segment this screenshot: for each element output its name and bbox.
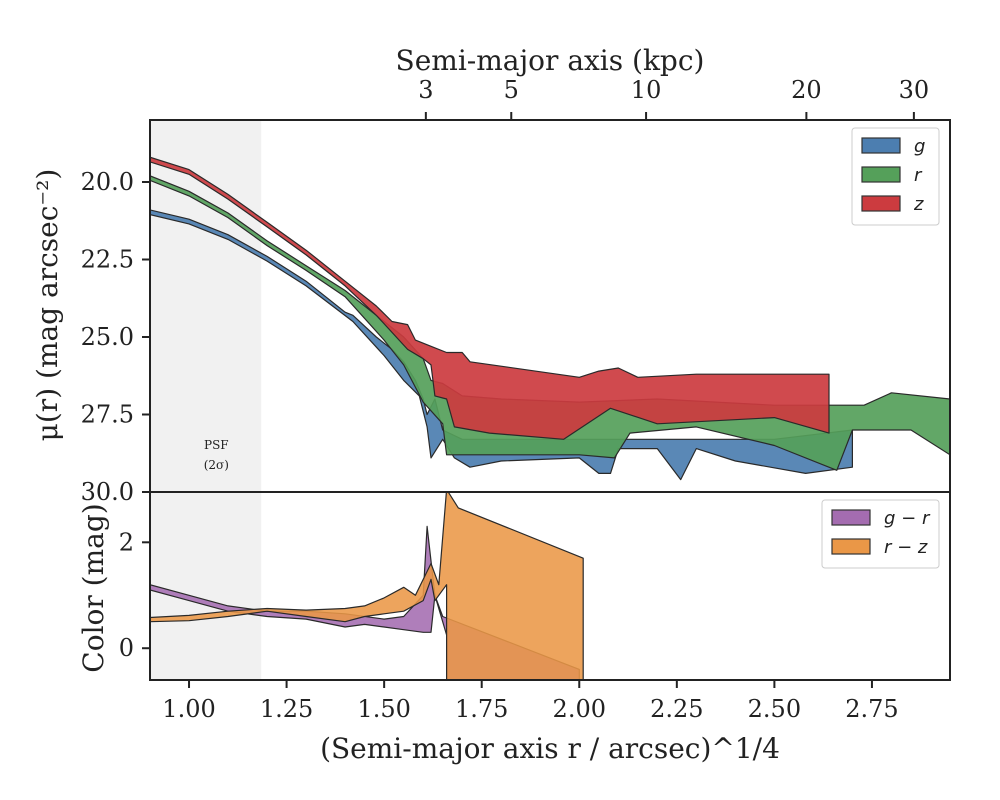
x-tick-label: 1.25	[260, 695, 313, 723]
top-axis-label: Semi-major axis (kpc)	[396, 44, 705, 77]
legend-swatch	[831, 509, 871, 526]
legend-label: g − r	[884, 508, 931, 529]
axis-ticks: 20.0 22.5 25.0 27.5 30.0 0 2 1.00 1.25 1.50 1.75 2.…	[81, 76, 930, 723]
x-tick-label: 1.75	[455, 695, 508, 723]
y-tick-label-top: 30.0	[81, 478, 134, 506]
top-tick-label: 5	[504, 76, 519, 104]
psf-sublabel: (2σ)	[204, 458, 229, 472]
y-tick-label-top: 25.0	[81, 323, 134, 351]
legend-label: r	[914, 165, 923, 186]
bottom-panel-frame	[149, 491, 951, 681]
psf-band-top	[150, 120, 262, 492]
y-tick-label-bottom: 0	[119, 634, 134, 662]
top-tick-label: 30	[899, 76, 930, 104]
top-tick-label: 3	[418, 76, 433, 104]
legend-label: z	[913, 194, 924, 215]
y-tick-label-top: 20.0	[81, 168, 134, 196]
y-tick-label-top: 22.5	[81, 246, 134, 274]
legend-swatch	[861, 137, 901, 154]
x-tick-label: 2.00	[553, 695, 606, 723]
legend-label: r − z	[884, 537, 928, 558]
x-tick-label: 1.00	[162, 695, 215, 723]
psf-band-bottom	[150, 492, 262, 680]
x-tick-label: 2.75	[845, 695, 898, 723]
series-band-z	[150, 156, 830, 440]
y-tick-label-bottom: 2	[119, 528, 134, 556]
x-tick-label: 2.50	[748, 695, 801, 723]
y-axis-label-bottom: Color (mag)	[77, 503, 110, 672]
legend-swatch	[861, 166, 901, 183]
legend-swatch	[861, 195, 901, 212]
top-legend: grz	[851, 127, 940, 226]
x-tick-label: 1.50	[357, 695, 410, 723]
y-tick-label-top: 27.5	[81, 401, 134, 429]
series-band-rz	[150, 492, 584, 680]
top-panel-series	[150, 156, 950, 481]
top-tick-label: 10	[631, 76, 662, 104]
legend-swatch	[831, 538, 871, 555]
y-axis-label-top: μ(r) (mag arcsec⁻²)	[31, 169, 64, 442]
psf-label: PSF	[204, 438, 229, 452]
legend-label: g	[914, 136, 925, 157]
x-axis-label: (Semi-major axis r / arcsec)^1/4	[320, 732, 780, 765]
series-band-g	[150, 209, 854, 481]
x-tick-label: 2.25	[650, 695, 703, 723]
top-tick-label: 20	[791, 76, 822, 104]
bottom-legend: g − r r − z	[821, 499, 940, 569]
bottom-panel-series	[150, 492, 584, 680]
